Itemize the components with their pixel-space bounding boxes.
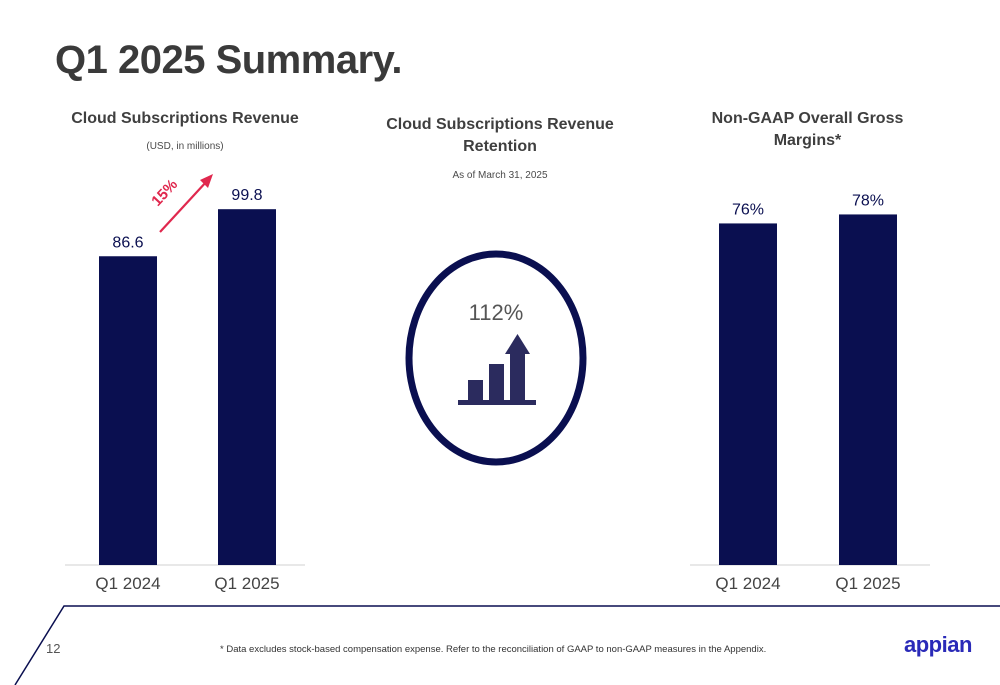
- growth-bars-arrow-icon: [458, 334, 536, 405]
- retention-title: Cloud Subscriptions Revenue Retention: [386, 116, 614, 155]
- margin-bar-1: [719, 223, 777, 565]
- page-number: 12: [46, 641, 61, 656]
- revenue-tick-label-2: Q1 2025: [214, 574, 279, 593]
- revenue-bar-2: [218, 209, 276, 566]
- revenue-tick-label-1: Q1 2024: [95, 574, 160, 593]
- page-title: Q1 2025 Summary.: [55, 38, 403, 82]
- footnote: * Data excludes stock-based compensation…: [220, 644, 767, 655]
- revenue-bar-1: [99, 256, 157, 565]
- margin-tick-label-1: Q1 2024: [715, 574, 780, 593]
- margin-data-label-2: 78%: [852, 192, 884, 209]
- margin-tick-label-2: Q1 2025: [835, 574, 900, 593]
- retention-subtitle: As of March 31, 2025: [452, 170, 548, 181]
- margin-chart-title: Non-GAAP Overall Gross Margins*: [711, 110, 904, 149]
- revenue-chart-title: Cloud Subscriptions Revenue: [71, 110, 299, 127]
- retention-value: 112%: [469, 300, 524, 325]
- growth-arrow: [159, 174, 213, 233]
- margin-data-label-1: 76%: [732, 201, 764, 218]
- revenue-data-label-1: 86.6: [112, 234, 143, 251]
- retention-circle: [405, 250, 587, 466]
- revenue-data-label-2: 99.8: [231, 187, 262, 204]
- revenue-chart-subtitle: (USD, in millions): [146, 141, 224, 152]
- appian-logo: appian: [904, 632, 972, 657]
- margin-bar-2: [839, 214, 897, 565]
